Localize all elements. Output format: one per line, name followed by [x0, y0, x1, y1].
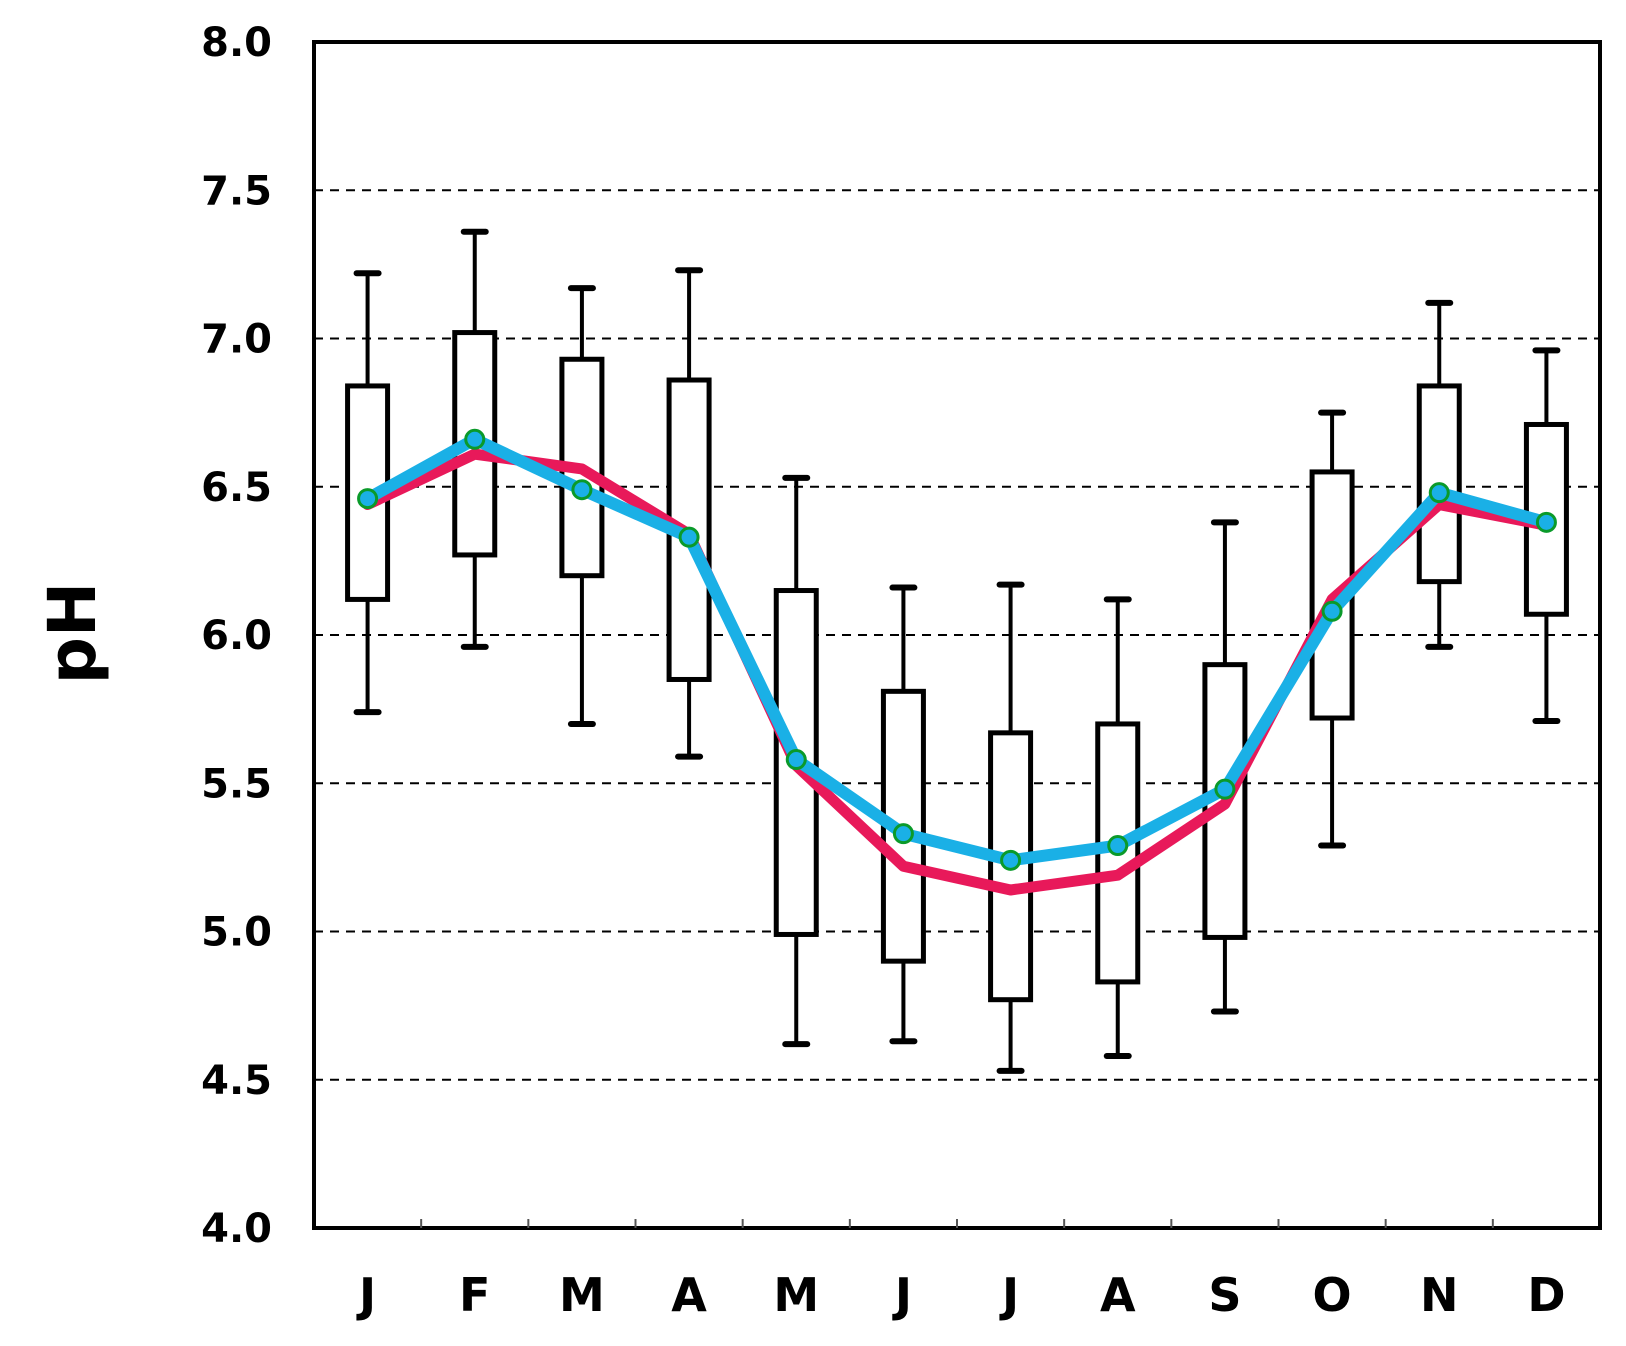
x-category-label: A	[1100, 1268, 1136, 1322]
y-tick-label: 5.5	[201, 761, 272, 807]
series-marker	[1000, 849, 1022, 871]
x-category-label: J	[892, 1268, 912, 1322]
y-tick-label: 7.5	[201, 168, 272, 214]
grid-lines	[314, 189, 1600, 1081]
x-category-label: D	[1527, 1268, 1565, 1322]
series-marker	[678, 526, 700, 548]
series-markers	[357, 428, 1557, 871]
series-line-1	[362, 448, 1552, 896]
x-category-label: N	[1420, 1268, 1459, 1322]
series-marker	[785, 749, 807, 771]
y-tick-label: 8.0	[201, 20, 272, 66]
x-category-label: M	[559, 1268, 605, 1322]
box-plots	[345, 228, 1569, 1074]
y-tick-label: 6.0	[201, 613, 272, 659]
series-marker	[1107, 835, 1129, 857]
box-iqr	[1523, 421, 1569, 617]
box-plot	[988, 581, 1034, 1074]
box-plot	[559, 285, 605, 727]
series-marker	[1214, 778, 1236, 800]
series-line-2	[361, 433, 1553, 867]
box-plot	[880, 584, 926, 1045]
series-marker	[571, 479, 593, 501]
x-category-label: J	[999, 1268, 1019, 1322]
box-plot	[1095, 596, 1141, 1060]
x-category-label: M	[773, 1268, 819, 1322]
y-tick-label: 4.5	[201, 1058, 272, 1104]
y-axis-label: pH	[34, 582, 111, 684]
x-category-label: F	[459, 1268, 490, 1322]
x-category-label: A	[671, 1268, 707, 1322]
y-tick-label: 7.0	[201, 317, 272, 363]
series-marker	[464, 428, 486, 450]
box-plot	[1523, 347, 1569, 724]
series-marker	[892, 823, 914, 845]
y-tick-label: 5.0	[201, 910, 272, 956]
y-tick-label: 6.5	[201, 465, 272, 511]
box-plot	[666, 267, 712, 760]
series-marker	[1321, 600, 1343, 622]
series-marker	[357, 488, 379, 510]
box-iqr	[666, 377, 712, 682]
series-marker	[1428, 482, 1450, 504]
x-axis-ticks	[420, 1219, 1494, 1228]
series-lines	[361, 433, 1553, 896]
series-marker	[1535, 511, 1557, 533]
y-tick-label: 4.0	[201, 1206, 272, 1252]
x-category-label: S	[1208, 1268, 1241, 1322]
x-category-label: J	[356, 1268, 376, 1322]
box-plot	[1416, 299, 1462, 650]
x-category-label: O	[1313, 1268, 1352, 1322]
y-axis-tick-labels: 4.0 4.5 5.0 5.5 6.0 6.5 7.0 7.5 8.0	[201, 20, 272, 1252]
